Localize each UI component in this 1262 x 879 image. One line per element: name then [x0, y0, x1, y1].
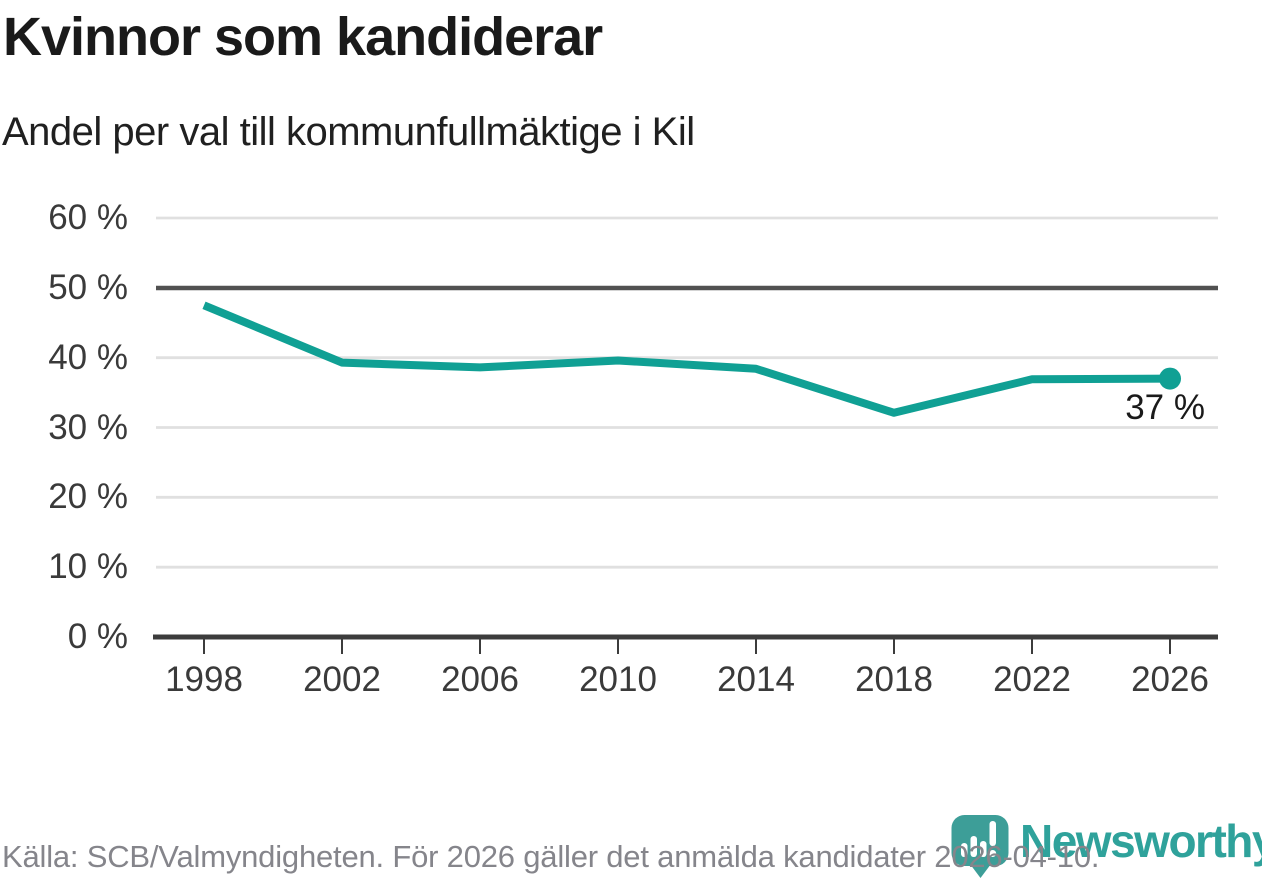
logo-bar-chart-glyph — [961, 821, 997, 857]
y-axis-label-20: 20 % — [48, 477, 128, 516]
y-axis-label-10: 10 % — [48, 547, 128, 586]
y-axis-label-30: 30 % — [48, 408, 128, 447]
source-note: Källa: SCB/Valmyndigheten. För 2026 gäll… — [2, 839, 1100, 874]
x-axis-label-2014: 2014 — [717, 660, 795, 699]
end-dot — [1159, 367, 1181, 390]
gridlines — [156, 216, 1218, 569]
chart-subtitle: Andel per val till kommunfullmäktige i K… — [2, 110, 695, 154]
x-axis-label-2018: 2018 — [855, 660, 933, 699]
x-axis-label-1998: 1998 — [165, 660, 243, 699]
newsworthy-wordmark: Newsworthy — [1020, 815, 1262, 867]
newsworthy-logo-icon — [951, 815, 1009, 878]
x-axis-label-2006: 2006 — [441, 660, 519, 699]
y-axis-label-0: 0 % — [67, 617, 128, 656]
y-axis-label-50: 50 % — [48, 268, 128, 307]
x-axis-label-2010: 2010 — [579, 660, 657, 699]
y-axis-label-40: 40 % — [48, 338, 128, 377]
x-axis-label-2002: 2002 — [303, 660, 381, 699]
x-axis-ticks — [203, 639, 1171, 654]
trend-line — [202, 301, 1171, 417]
y-axis-label-60: 60 % — [48, 198, 128, 237]
x-axis-label-2022: 2022 — [993, 660, 1071, 699]
chart-title: Kvinnor som kandiderar — [3, 7, 603, 67]
end-point-value-label: 37 % — [1125, 388, 1205, 427]
x-axis-label-2026: 2026 — [1131, 660, 1209, 699]
newsworthy-logo: Newsworthy — [950, 813, 1262, 879]
